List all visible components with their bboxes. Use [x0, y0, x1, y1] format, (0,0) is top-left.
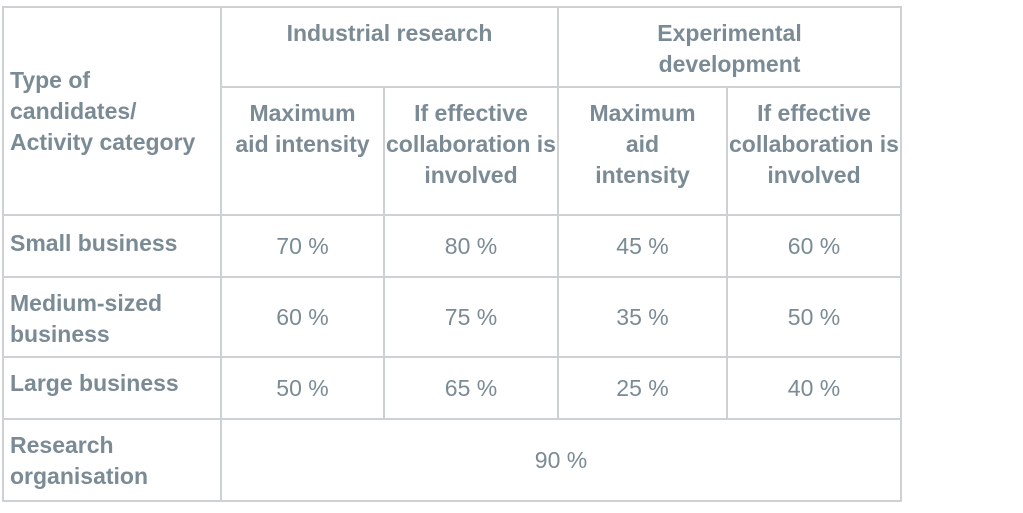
industrial-research-header: Industrial research — [220, 6, 559, 88]
industrial-research-label: Industrial research — [286, 20, 493, 46]
research-organisation-value: 90 % — [220, 418, 902, 502]
industrial-max-aid-header: Maximum aid intensity — [220, 86, 385, 216]
value-cell: 60 % — [726, 214, 902, 278]
row-label-small-business: Small business — [2, 214, 222, 278]
aid-intensity-table: Type of candidates/ Activity category In… — [2, 6, 902, 502]
value-cell: 25 % — [557, 356, 728, 420]
experimental-development-header: Experimental development — [557, 6, 902, 88]
value-cell: 50 % — [220, 356, 385, 420]
row-label-large-business: Large business — [2, 356, 222, 420]
row-label-text: Large business — [10, 370, 179, 396]
table-row: Research organisation 90 % — [2, 418, 902, 502]
industrial-max-aid-label: Maximum aid intensity — [235, 100, 370, 157]
value-cell: 65 % — [383, 356, 559, 420]
experimental-max-aid-label: Maximum aid intensity — [589, 100, 696, 188]
row-label-research-organisation: Research organisation — [2, 418, 222, 502]
corner-header-cell: Type of candidates/ Activity category — [2, 6, 222, 216]
value-cell: 50 % — [726, 276, 902, 358]
experimental-collab-header: If effective collaboration is involved — [726, 86, 902, 216]
row-label-text: Research organisation — [10, 432, 149, 489]
industrial-collab-header: If effective collaboration is involved — [383, 86, 559, 216]
value-cell: 35 % — [557, 276, 728, 358]
value-cell: 75 % — [383, 276, 559, 358]
value-cell: 40 % — [726, 356, 902, 420]
experimental-collab-label: If effective collaboration is involved — [729, 100, 899, 188]
corner-header-text: Type of candidates/ Activity category — [10, 66, 196, 155]
value-cell: 70 % — [220, 214, 385, 278]
row-label-text: Medium-sized business — [10, 290, 163, 347]
value-cell: 80 % — [383, 214, 559, 278]
row-label-text: Small business — [10, 230, 178, 256]
table-row: Large business 50 % 65 % 25 % 40 % — [2, 356, 902, 420]
table-row: Medium-sized business 60 % 75 % 35 % 50 … — [2, 276, 902, 358]
experimental-development-label: Experimental development — [657, 20, 802, 77]
table-row: Small business 70 % 80 % 45 % 60 % — [2, 214, 902, 278]
experimental-max-aid-header: Maximum aid intensity — [557, 86, 728, 216]
industrial-collab-label: If effective collaboration is involved — [386, 100, 556, 188]
value-cell: 60 % — [220, 276, 385, 358]
row-label-medium-business: Medium-sized business — [2, 276, 222, 358]
value-cell: 45 % — [557, 214, 728, 278]
